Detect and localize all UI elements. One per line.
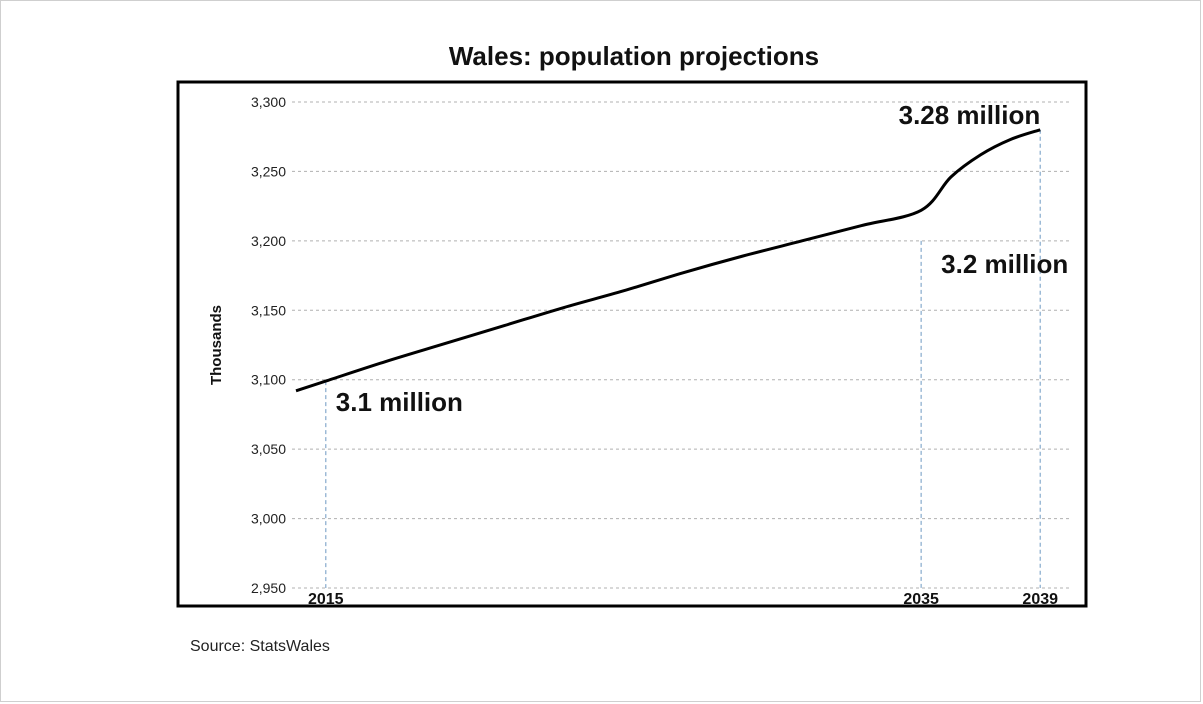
- y-tick-label: 3,300: [251, 94, 286, 110]
- y-tick-label: 3,100: [251, 372, 286, 388]
- y-axis-label: Thousands: [208, 305, 225, 385]
- chart-title: Wales: population projections: [449, 41, 819, 71]
- annotation-label: 3.28 million: [899, 100, 1041, 130]
- y-axis-ticks: 2,950 3,000 3,050 3,100 3,150 3,200 3,250 3,300: [251, 94, 286, 596]
- x-axis-ticks: 2015 2035 2039: [308, 591, 1058, 608]
- y-tick-label: 2,950: [251, 580, 286, 596]
- y-tick-label: 3,150: [251, 302, 286, 318]
- plot-border: [176, 80, 1088, 608]
- grid-layer: [292, 101, 1070, 589]
- year-marker-lines: [325, 129, 1041, 588]
- series-line: [295, 128, 1041, 393]
- x-tick-label: 2039: [1022, 591, 1058, 608]
- y-tick-label: 3,050: [251, 441, 286, 457]
- y-tick-label: 3,000: [251, 511, 286, 527]
- y-tick-label: 3,250: [251, 163, 286, 179]
- annotation-label: 3.1 million: [336, 387, 463, 417]
- annotations: 3.1 million 3.2 million 3.28 million: [336, 100, 1069, 417]
- x-tick-label: 2015: [308, 591, 344, 608]
- annotation-label: 3.2 million: [941, 249, 1068, 279]
- x-tick-label: 2035: [903, 591, 939, 608]
- y-tick-label: 3,200: [251, 233, 286, 249]
- source-note: Source: StatsWales: [190, 638, 330, 655]
